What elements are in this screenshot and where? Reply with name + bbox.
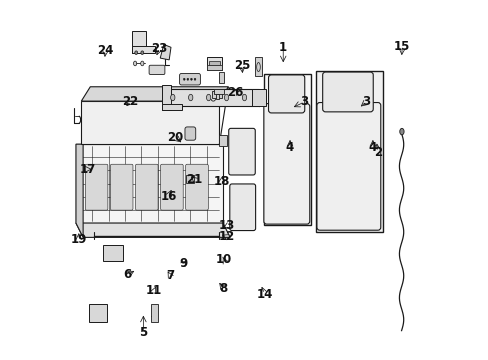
Bar (88, 305, 107, 321)
Ellipse shape (133, 61, 137, 66)
FancyBboxPatch shape (264, 104, 309, 224)
Text: 3: 3 (362, 95, 370, 108)
Text: 25: 25 (233, 59, 250, 72)
Ellipse shape (188, 94, 192, 101)
FancyBboxPatch shape (85, 164, 108, 210)
Text: 2: 2 (373, 145, 381, 158)
FancyBboxPatch shape (229, 184, 255, 230)
Text: 6: 6 (123, 268, 131, 281)
Polygon shape (76, 223, 230, 237)
Polygon shape (219, 87, 228, 144)
Text: 13: 13 (219, 219, 235, 233)
FancyBboxPatch shape (184, 127, 195, 140)
Bar (218, 135, 226, 146)
Text: 4: 4 (285, 140, 294, 153)
Polygon shape (76, 144, 83, 237)
Bar (102, 244, 122, 261)
Polygon shape (81, 101, 219, 144)
Text: 1: 1 (279, 41, 287, 54)
Text: 18: 18 (213, 175, 230, 188)
FancyBboxPatch shape (160, 164, 183, 210)
Bar (206, 57, 222, 69)
Bar (211, 91, 222, 98)
FancyBboxPatch shape (268, 75, 304, 113)
FancyBboxPatch shape (110, 164, 133, 210)
Bar (165, 89, 258, 107)
Bar (131, 46, 155, 53)
Text: 8: 8 (219, 282, 227, 295)
Text: 19: 19 (70, 233, 87, 246)
Text: 16: 16 (160, 190, 176, 203)
Bar (263, 74, 310, 225)
Ellipse shape (183, 78, 185, 80)
Bar (215, 94, 219, 99)
FancyBboxPatch shape (322, 72, 372, 112)
Text: 5: 5 (139, 326, 147, 339)
FancyBboxPatch shape (316, 103, 380, 230)
Bar (162, 104, 182, 110)
Bar (186, 175, 194, 183)
Text: 20: 20 (167, 131, 183, 144)
FancyBboxPatch shape (185, 164, 208, 210)
Ellipse shape (170, 94, 175, 101)
FancyBboxPatch shape (179, 73, 200, 85)
Ellipse shape (399, 129, 403, 135)
Ellipse shape (141, 51, 143, 54)
Ellipse shape (224, 94, 228, 101)
Text: 17: 17 (80, 163, 96, 176)
Ellipse shape (141, 61, 143, 66)
Text: 12: 12 (218, 230, 234, 243)
Text: 23: 23 (151, 41, 167, 54)
FancyBboxPatch shape (149, 65, 164, 75)
Ellipse shape (186, 78, 188, 80)
Bar (162, 85, 171, 110)
Text: 24: 24 (97, 44, 113, 57)
Text: 14: 14 (256, 288, 272, 301)
Ellipse shape (135, 51, 137, 54)
Ellipse shape (242, 94, 246, 101)
Bar (208, 60, 220, 65)
Polygon shape (160, 44, 171, 60)
Bar (151, 304, 158, 321)
Bar (219, 72, 223, 83)
Polygon shape (76, 144, 223, 223)
Text: 11: 11 (146, 284, 162, 297)
Bar (206, 65, 222, 69)
Text: 10: 10 (216, 253, 232, 266)
Text: 26: 26 (227, 86, 243, 99)
Ellipse shape (206, 94, 210, 101)
Polygon shape (81, 87, 228, 101)
Text: 3: 3 (300, 95, 308, 108)
Bar (316, 71, 382, 232)
Bar (214, 89, 224, 94)
Bar (251, 89, 265, 107)
Text: 7: 7 (165, 269, 174, 282)
Ellipse shape (194, 78, 196, 80)
Text: 15: 15 (393, 40, 409, 53)
Text: 4: 4 (368, 140, 376, 153)
Text: 21: 21 (186, 173, 202, 186)
Text: 9: 9 (179, 257, 187, 270)
FancyBboxPatch shape (228, 129, 255, 175)
FancyBboxPatch shape (135, 164, 158, 210)
Ellipse shape (190, 78, 192, 80)
Text: 22: 22 (122, 95, 138, 108)
Bar (131, 31, 145, 53)
Bar (255, 57, 261, 76)
